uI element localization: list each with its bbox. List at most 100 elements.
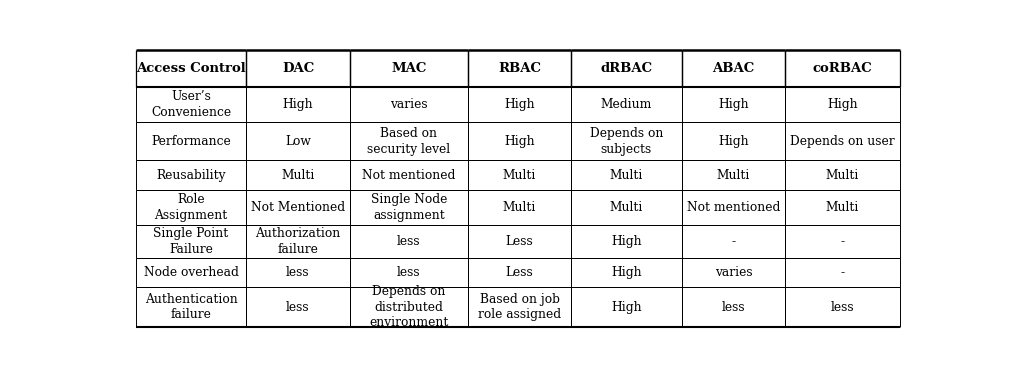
Text: Medium: Medium [601, 98, 652, 111]
Text: Multi: Multi [717, 169, 750, 182]
Text: High: High [504, 98, 535, 111]
Text: Authorization
failure: Authorization failure [256, 227, 340, 256]
Bar [571, 258, 682, 287]
Text: ABAC: ABAC [712, 62, 754, 75]
Text: Multi: Multi [825, 201, 858, 214]
Text: High: High [827, 98, 857, 111]
Bar [571, 190, 682, 225]
Text: Multi: Multi [610, 169, 643, 182]
Bar [785, 122, 900, 160]
Bar [682, 50, 785, 87]
Text: -: - [840, 235, 844, 248]
Bar [246, 287, 349, 327]
Text: Less: Less [506, 235, 533, 248]
Bar [349, 190, 468, 225]
Text: Not Mentioned: Not Mentioned [250, 201, 345, 214]
Text: User’s
Convenience: User’s Convenience [150, 90, 231, 119]
Text: -: - [840, 266, 844, 279]
Text: High: High [611, 266, 641, 279]
Bar [246, 122, 349, 160]
Text: varies: varies [715, 266, 752, 279]
Text: High: High [718, 98, 748, 111]
Bar [349, 50, 468, 87]
Bar [682, 160, 785, 190]
Text: Node overhead: Node overhead [143, 266, 238, 279]
Text: Performance: Performance [152, 135, 231, 148]
Text: Not mentioned: Not mentioned [362, 169, 456, 182]
Bar [571, 287, 682, 327]
Text: High: High [611, 301, 641, 314]
Text: High: High [611, 235, 641, 248]
Text: MAC: MAC [391, 62, 426, 75]
Bar [682, 190, 785, 225]
Text: Reusability: Reusability [157, 169, 226, 182]
Text: High: High [283, 98, 313, 111]
Bar [571, 225, 682, 258]
Bar [468, 87, 571, 122]
Bar [682, 258, 785, 287]
Bar [135, 190, 246, 225]
Text: Depends on
subjects: Depends on subjects [590, 127, 664, 155]
Bar [349, 160, 468, 190]
Text: -: - [731, 235, 735, 248]
Bar [468, 122, 571, 160]
Bar [349, 225, 468, 258]
Text: Access Control: Access Control [136, 62, 245, 75]
Text: dRBAC: dRBAC [600, 62, 652, 75]
Bar [468, 190, 571, 225]
Text: less: less [397, 266, 420, 279]
Bar [785, 225, 900, 258]
Text: Less: Less [506, 266, 533, 279]
Bar [135, 87, 246, 122]
Bar [135, 258, 246, 287]
Bar [246, 50, 349, 87]
Bar [468, 160, 571, 190]
Text: Multi: Multi [282, 169, 315, 182]
Text: less: less [830, 301, 854, 314]
Bar [246, 160, 349, 190]
Bar [785, 160, 900, 190]
Text: Role
Assignment: Role Assignment [155, 193, 227, 222]
Bar [468, 225, 571, 258]
Bar [468, 258, 571, 287]
Text: Single Point
Failure: Single Point Failure [154, 227, 228, 256]
Bar [349, 122, 468, 160]
Text: Authentication
failure: Authentication failure [144, 293, 237, 321]
Text: Multi: Multi [825, 169, 858, 182]
Text: varies: varies [390, 98, 427, 111]
Bar [571, 160, 682, 190]
Bar [682, 87, 785, 122]
Bar [135, 225, 246, 258]
Bar [571, 87, 682, 122]
Text: Depends on
distributed
environment: Depends on distributed environment [369, 285, 448, 329]
Text: DAC: DAC [282, 62, 314, 75]
Text: Based on job
role assigned: Based on job role assigned [478, 293, 562, 321]
Bar [135, 287, 246, 327]
Bar [246, 225, 349, 258]
Text: Depends on user: Depends on user [790, 135, 895, 148]
Text: High: High [504, 135, 535, 148]
Bar [135, 160, 246, 190]
Bar [785, 190, 900, 225]
Bar [246, 190, 349, 225]
Bar [571, 122, 682, 160]
Bar [135, 122, 246, 160]
Text: coRBAC: coRBAC [812, 62, 873, 75]
Text: Multi: Multi [503, 201, 536, 214]
Text: Low: Low [285, 135, 311, 148]
Bar [468, 50, 571, 87]
Bar [468, 287, 571, 327]
Text: less: less [286, 301, 310, 314]
Text: Based on
security level: Based on security level [368, 127, 450, 155]
Bar [571, 50, 682, 87]
Text: Not mentioned: Not mentioned [687, 201, 780, 214]
Bar [135, 50, 246, 87]
Text: Multi: Multi [610, 201, 643, 214]
Text: RBAC: RBAC [498, 62, 541, 75]
Text: less: less [397, 235, 420, 248]
Text: Single Node
assignment: Single Node assignment [371, 193, 447, 222]
Bar [349, 287, 468, 327]
Bar [785, 87, 900, 122]
Bar [785, 258, 900, 287]
Text: less: less [721, 301, 745, 314]
